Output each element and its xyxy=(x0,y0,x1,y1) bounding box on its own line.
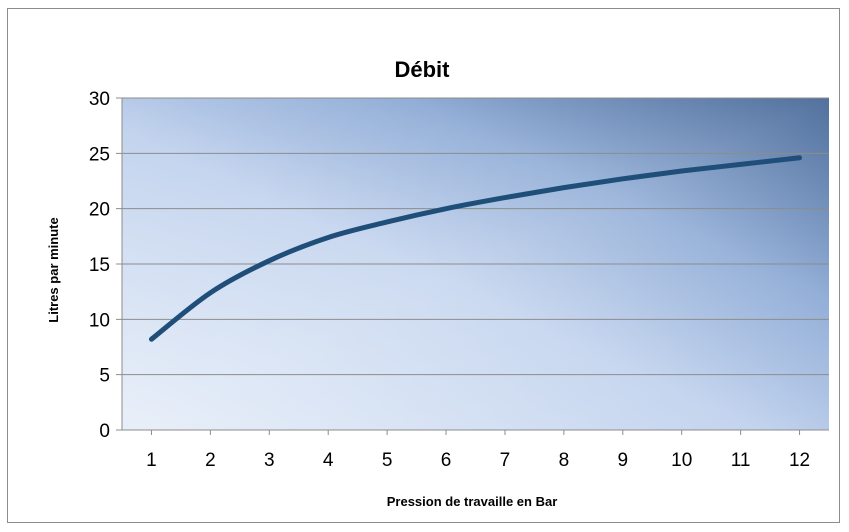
series-line-0 xyxy=(148,155,803,342)
series-group xyxy=(148,155,803,342)
x-tick-label: 12 xyxy=(789,450,810,471)
x-tick-label: 7 xyxy=(500,450,511,471)
y-axis-ticks: 0 5 10 15 20 25 30 xyxy=(89,89,110,442)
x-axis-ticks: 1 2 3 4 5 6 7 8 9 10 11 12 xyxy=(146,430,810,471)
x-tick-label: 9 xyxy=(618,450,629,471)
y-tick-label: 25 xyxy=(89,144,110,165)
y-tick-label: 30 xyxy=(89,89,110,110)
x-tick-label: 10 xyxy=(671,450,692,471)
y-tick-label: 5 xyxy=(99,366,110,387)
x-tick-label: 8 xyxy=(559,450,570,471)
x-tick-label: 11 xyxy=(731,450,751,471)
x-tick-label: 3 xyxy=(264,450,275,471)
x-tick-label: 4 xyxy=(323,450,334,471)
chart-title: Débit xyxy=(395,57,451,82)
x-tick-label: 1 xyxy=(146,450,157,471)
y-tick-label: 0 xyxy=(99,421,110,442)
y-tick-label: 15 xyxy=(89,255,110,276)
y-tick-label: 20 xyxy=(89,200,110,221)
y-axis-label: Litres par minute xyxy=(46,217,61,322)
y-tick-label: 10 xyxy=(89,310,110,331)
x-tick-label: 6 xyxy=(441,450,452,471)
x-axis-label: Pression de travaille en Bar xyxy=(387,494,558,509)
x-tick-label: 2 xyxy=(205,450,216,471)
x-tick-label: 5 xyxy=(382,450,393,471)
